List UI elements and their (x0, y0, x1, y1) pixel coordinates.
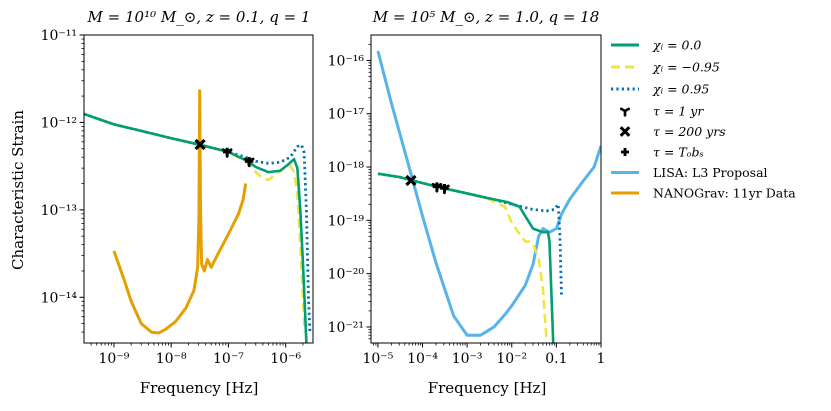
legend-label: τ = 200 yrs (653, 124, 726, 139)
x-tick-label: 10⁻⁵ (362, 351, 393, 367)
marker-plus (222, 147, 232, 157)
panel-left-ylabel: Characteristic Strain (9, 110, 27, 270)
panel-left-xlabel: Frequency [Hz] (140, 379, 259, 397)
legend-item-chi0: χᵢ = 0.0 (611, 38, 701, 53)
legend-label: χᵢ = −0.95 (652, 60, 720, 75)
series-chi_neg (84, 112, 307, 333)
x-tick-label: 10⁻³ (452, 351, 483, 367)
marker-plus (440, 184, 449, 193)
x-tick-label: 10⁻⁶ (270, 351, 301, 367)
y-tick-label: 10⁻¹⁷ (328, 107, 365, 123)
legend-item-lisa: LISA: L3 Proposal (611, 165, 768, 180)
legend-item-chineg: χᵢ = −0.95 (611, 60, 720, 75)
series-chi_pos (377, 172, 563, 295)
y-tick-label: 10⁻²¹ (328, 320, 364, 336)
legend-item-tau1: τ = 1 yr (619, 104, 704, 119)
legend-item-tau200: τ = 200 yrs (619, 124, 726, 139)
x-tick-label: 10⁻⁴ (407, 351, 438, 367)
panel-right-xlabel: Frequency [Hz] (428, 379, 547, 397)
series-chi_0 (377, 172, 555, 343)
y-tick-label: 10⁻¹⁴ (41, 290, 78, 306)
y-tick-label: 10⁻¹⁶ (328, 53, 365, 69)
legend-label: LISA: L3 Proposal (653, 165, 768, 180)
panel-right: M = 10⁵ M_⊙, z = 1.0, q = 18 Frequency [… (328, 8, 606, 397)
legend: χᵢ = 0.0 χᵢ = −0.95 χᵢ = 0.95 τ = 1 yr τ = 2… (611, 38, 796, 201)
panel-left: M = 10¹⁰ M_⊙, z = 0.1, q = 1 Frequency [… (9, 8, 314, 397)
panel-left-title: M = 10¹⁰ M_⊙, z = 0.1, q = 1 (87, 8, 311, 26)
marker-x (194, 138, 206, 151)
x-tick-label: 10⁻⁸ (156, 351, 187, 367)
legend-item-chipos: χᵢ = 0.95 (611, 82, 709, 97)
legend-label: τ = Tₒbₛ (653, 145, 704, 160)
y-tick-label: 10⁻¹⁹ (328, 213, 365, 229)
axes-frame (370, 34, 602, 344)
series-lisa (376, 50, 601, 337)
x-tick-label: 10⁻⁷ (213, 351, 244, 367)
series-chi_neg (377, 172, 548, 339)
series-nanograv (112, 89, 248, 335)
legend-item-tauobs: τ = Tₒbₛ (621, 145, 704, 160)
legend-label: χᵢ = 0.0 (652, 38, 701, 53)
x-tick-label: 10⁻² (496, 351, 527, 367)
y-tick-label: 10⁻²⁰ (328, 267, 365, 283)
legend-label: NANOGrav: 11yr Data (653, 186, 796, 201)
legend-label: χᵢ = 0.95 (652, 82, 709, 97)
y-tick-label: 10⁻¹⁸ (328, 160, 365, 176)
y-tick-label: 10⁻¹³ (41, 203, 77, 219)
marker-plus (244, 157, 254, 166)
legend-item-nano: NANOGrav: 11yr Data (611, 186, 796, 201)
x-tick-label: 0.1 (545, 351, 567, 367)
x-tick-label: 10⁻⁹ (99, 351, 130, 367)
y-tick-label: 10⁻¹¹ (41, 28, 77, 44)
legend-label: τ = 1 yr (653, 104, 704, 119)
y-tick-label: 10⁻¹² (41, 115, 77, 131)
series-chi_0 (84, 112, 308, 343)
panel-right-title: M = 10⁵ M_⊙, z = 1.0, q = 18 (372, 8, 600, 26)
x-tick-label: 1 (597, 351, 606, 367)
marker-x (405, 174, 417, 187)
